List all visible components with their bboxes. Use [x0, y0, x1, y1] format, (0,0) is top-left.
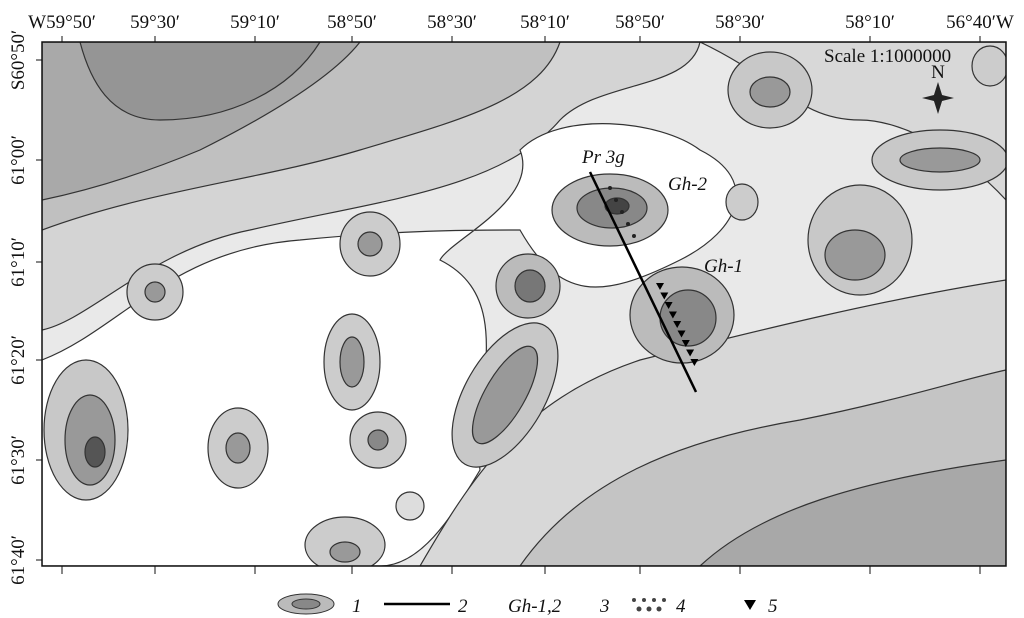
map-figure: N Scale 1:1000000 Pr 3g Gh-2 Gh-1 W59°50… — [0, 0, 1024, 618]
legend-label: 2 — [458, 596, 468, 617]
top-axis-label: 59°10′ — [230, 12, 280, 33]
sample-point — [626, 222, 630, 226]
left-axis-label: S60°50′ — [8, 30, 29, 90]
scale-label: Scale 1:1000000 — [824, 46, 951, 67]
legend-label: 1 — [352, 596, 362, 617]
top-axis-label: 58°30′ — [427, 12, 477, 33]
sample-point — [608, 186, 612, 190]
top-axis-label: 58°30′ — [715, 12, 765, 33]
top-axis-label: 58°50′ — [327, 12, 377, 33]
top-axis-label: W59°50′ — [28, 12, 96, 33]
left-axis-label: 61°30′ — [8, 435, 29, 485]
sample-point — [632, 234, 636, 238]
top-axis-label: 58°50′ — [615, 12, 665, 33]
legend-label: 4 — [676, 596, 686, 617]
top-axis-label: 59°30′ — [130, 12, 180, 33]
left-axis-label: 61°00′ — [8, 135, 29, 185]
top-axis-label: 58°10′ — [845, 12, 895, 33]
left-axis-label: 61°10′ — [8, 237, 29, 287]
gh2-label: Gh-2 — [668, 174, 708, 195]
left-axis-label: 61°20′ — [8, 335, 29, 385]
sample-point — [620, 210, 624, 214]
top-axis-label: 58°10′ — [520, 12, 570, 33]
top-axis-label: 56°40′W — [946, 12, 1014, 33]
legend-label: 3 — [599, 596, 610, 617]
gh1-label: Gh-1 — [704, 256, 743, 277]
contour-map — [42, 42, 1008, 573]
legend-label: 5 — [768, 596, 778, 617]
profile-label: Pr 3g — [581, 147, 625, 168]
sample-point — [614, 198, 618, 202]
left-axis-label: 61°40′ — [8, 535, 29, 585]
legend-label: Gh-1,2 — [508, 596, 562, 617]
